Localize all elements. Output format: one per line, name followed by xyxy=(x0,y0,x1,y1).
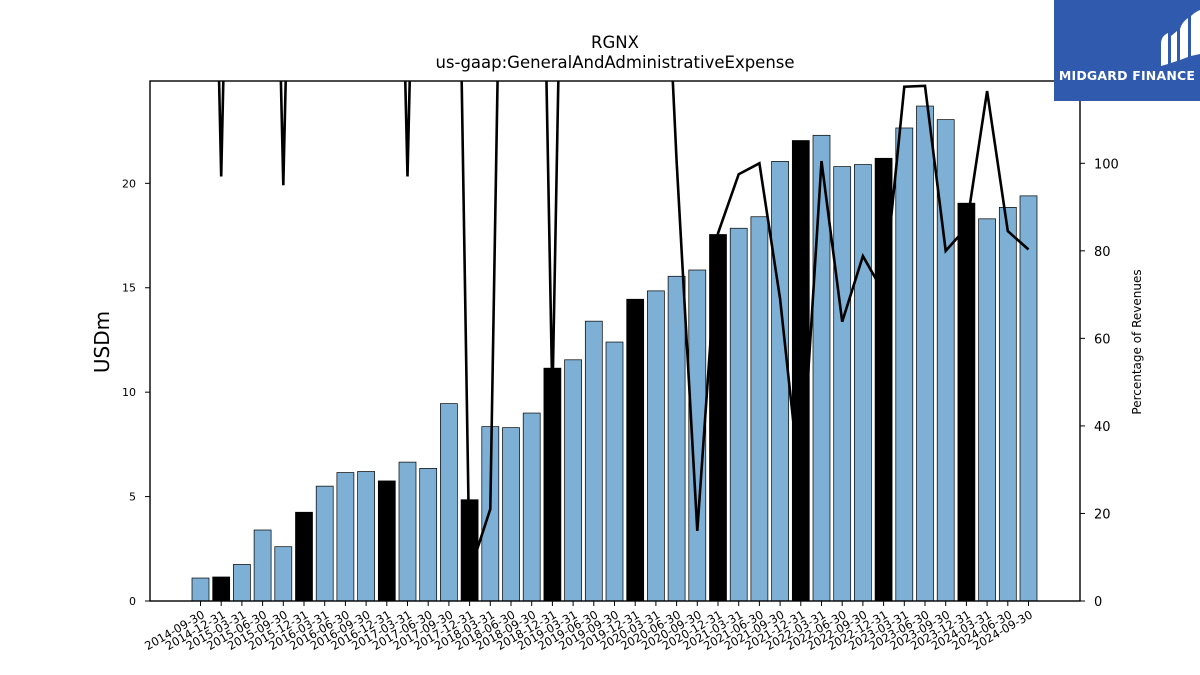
chart-title: RGNX xyxy=(591,33,639,52)
bar-2023-12-31 xyxy=(957,202,976,602)
axes-layer: 051015200204060801002014-09-302014-12-31… xyxy=(122,80,1119,653)
bar-2016-06-30 xyxy=(336,472,355,602)
bar-2017-09-30 xyxy=(440,403,458,602)
bar-2015-09-30 xyxy=(274,546,293,602)
y-tick-label: 0 xyxy=(129,595,136,608)
y2-tick-label: 60 xyxy=(1094,332,1111,347)
y-tick-label: 20 xyxy=(122,177,136,190)
bar-2023-06-30 xyxy=(916,105,934,602)
bar-2015-03-31 xyxy=(233,564,251,602)
bar-2018-09-30 xyxy=(522,412,541,602)
bar-2018-12-31 xyxy=(543,367,562,602)
bar-2014-12-31 xyxy=(212,576,231,602)
bar-2019-12-31 xyxy=(626,298,645,602)
bar-2019-06-30 xyxy=(584,320,603,602)
y-tick-label: 10 xyxy=(122,386,136,399)
y2-tick-label: 20 xyxy=(1094,507,1111,522)
bar-2021-06-30 xyxy=(750,216,769,602)
bar-2019-03-31 xyxy=(564,359,582,602)
percentage-line xyxy=(217,81,1030,573)
bar-2019-09-30 xyxy=(605,341,624,602)
bar-2015-12-31 xyxy=(295,511,313,602)
bar-2020-12-31 xyxy=(709,234,727,602)
bar-2014-09-30 xyxy=(191,577,210,602)
y-axis-label: USDm xyxy=(90,311,114,373)
bar-2017-03-31 xyxy=(398,461,417,602)
bar-2018-06-30 xyxy=(502,427,520,602)
bar-2021-03-31 xyxy=(729,227,748,602)
bar-2023-09-30 xyxy=(936,119,955,602)
bar-2024-09-30 xyxy=(1019,195,1038,602)
bar-2021-12-31 xyxy=(791,140,810,602)
chart-subtitle: us-gaap:GeneralAndAdministrativeExpense xyxy=(435,53,794,72)
bar-2016-09-30 xyxy=(357,471,375,602)
y2-tick-label: 40 xyxy=(1094,420,1111,435)
y-tick-label: 5 xyxy=(129,491,136,504)
bar-2016-03-31 xyxy=(315,485,334,602)
logo-text: MIDGARD FINANCE xyxy=(1058,68,1196,83)
bar-2021-09-30 xyxy=(771,161,789,602)
y2-axis-label: Percentage of Revenues xyxy=(1130,269,1144,414)
bar-2024-06-30 xyxy=(998,207,1017,602)
brand-logo: MIDGARD FINANCE xyxy=(1054,0,1200,101)
bar-2020-06-30 xyxy=(667,275,686,602)
y-tick-label: 15 xyxy=(122,282,136,295)
bar-2017-06-30 xyxy=(419,468,438,602)
bar-2024-03-31 xyxy=(978,218,996,602)
logo-mark-icon xyxy=(1161,10,1200,66)
bar-2016-12-31 xyxy=(377,480,396,602)
bar-2022-09-30 xyxy=(854,164,872,602)
bar-2022-06-30 xyxy=(833,166,852,602)
y2-tick-label: 80 xyxy=(1094,245,1111,260)
bar-2023-03-31 xyxy=(895,127,914,602)
bar-2015-06-30 xyxy=(253,529,272,602)
y2-tick-label: 100 xyxy=(1094,157,1119,172)
y2-tick-label: 0 xyxy=(1094,595,1102,610)
bar-2020-03-31 xyxy=(647,290,665,602)
bars-layer xyxy=(191,105,1038,602)
line-layer xyxy=(217,81,1030,573)
